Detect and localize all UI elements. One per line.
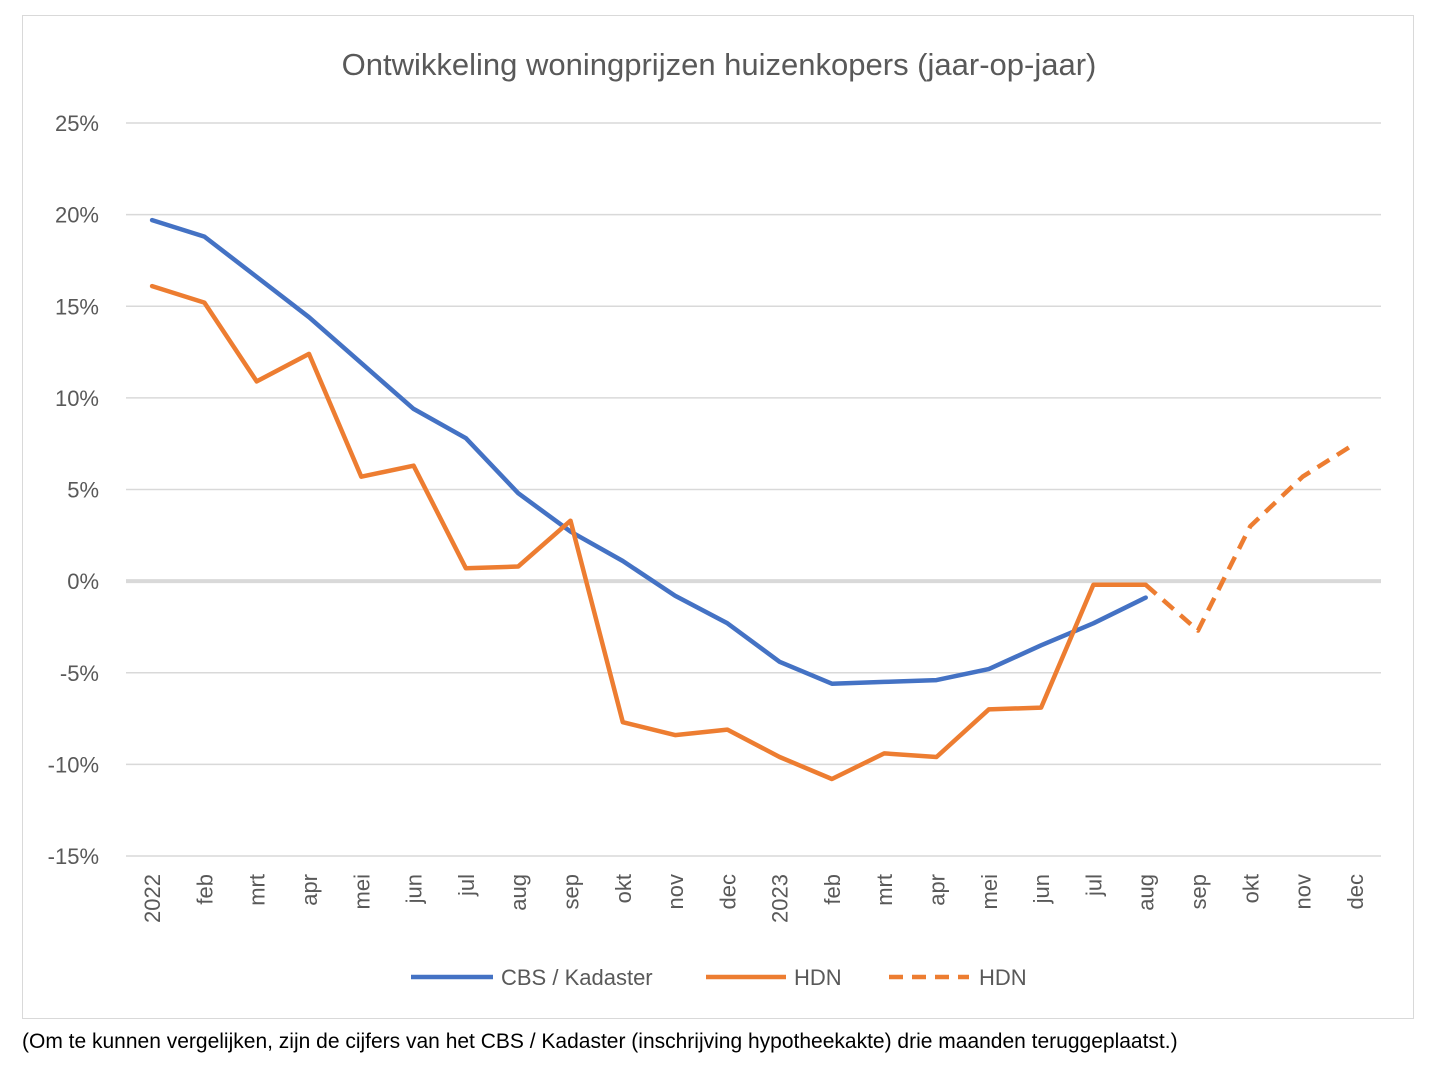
series-line-2 [1144, 441, 1357, 633]
x-tick-label: sep [1186, 874, 1211, 909]
x-tick-label: nov [1291, 874, 1316, 909]
x-tick-label: dec [1343, 874, 1368, 909]
y-tick-label: -15% [48, 844, 99, 869]
x-tick-label: 2022 [140, 874, 165, 923]
x-tick-label: jun [1029, 874, 1054, 904]
x-tick-label: mei [977, 874, 1002, 909]
legend: CBS / Kadaster HDN HDN [411, 965, 1027, 990]
series-lines [149, 217, 1357, 782]
series-line-1 [149, 283, 1148, 782]
x-tick-label: aug [506, 874, 531, 911]
y-axis-ticks: 25% 20% 15% 10% 5% 0% -5% -10% -15% [48, 111, 99, 869]
x-tick-label: feb [820, 874, 845, 905]
x-tick-label: jun [402, 874, 427, 904]
legend-label: HDN [979, 965, 1027, 990]
x-tick-label: 2023 [768, 874, 793, 923]
x-tick-label: okt [611, 874, 636, 903]
x-tick-label: mrt [872, 874, 897, 906]
x-axis-ticks: 2022 feb mrt apr mei jun jul aug sep okt nov dec 202… [140, 874, 1368, 923]
y-tick-label: 25% [55, 111, 99, 136]
footnote: (Om te kunnen vergelijken, zijn de cijfe… [22, 1030, 1178, 1053]
x-tick-label: jul [1081, 874, 1106, 897]
x-tick-label: nov [663, 874, 688, 909]
x-tick-label: mrt [245, 874, 270, 906]
y-tick-label: -5% [60, 661, 99, 686]
x-tick-label: apr [925, 874, 950, 906]
x-tick-label: jul [454, 874, 479, 897]
y-tick-label: 15% [55, 294, 99, 319]
x-tick-label: dec [715, 874, 740, 909]
y-tick-label: 0% [67, 569, 99, 594]
x-tick-label: okt [1238, 874, 1263, 903]
y-tick-label: 10% [55, 386, 99, 411]
series-line-0 [149, 217, 1148, 686]
line-chart: Ontwikkeling woningprijzen huizenkopers … [48, 47, 1381, 990]
gridlines [126, 122, 1381, 857]
x-tick-label: aug [1134, 874, 1159, 911]
x-tick-label: mei [349, 874, 374, 909]
x-tick-label: sep [558, 874, 583, 909]
legend-label: CBS / Kadaster [501, 965, 653, 990]
x-tick-label: apr [297, 874, 322, 906]
legend-label: HDN [794, 965, 842, 990]
x-tick-label: feb [192, 874, 217, 905]
y-tick-label: 20% [55, 203, 99, 228]
y-tick-label: -10% [48, 752, 99, 777]
chart-title: Ontwikkeling woningprijzen huizenkopers … [342, 47, 1097, 82]
chart-area: Ontwikkeling woningprijzen huizenkopers … [22, 15, 1414, 1019]
y-tick-label: 5% [67, 478, 99, 503]
